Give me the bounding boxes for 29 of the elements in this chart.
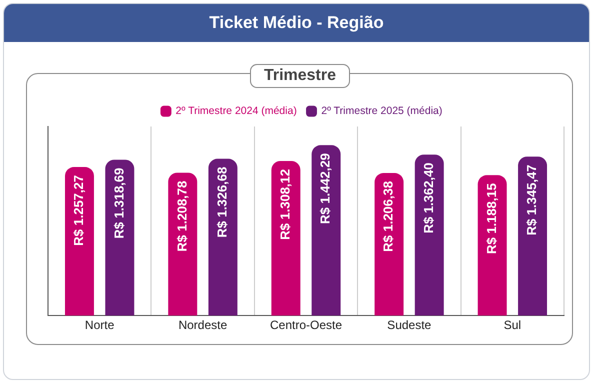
- bar: [478, 175, 507, 316]
- bar: [414, 154, 444, 316]
- x-tick-label: Nordeste: [178, 318, 228, 332]
- bar: [374, 173, 404, 316]
- bar: [518, 156, 548, 316]
- bar: [64, 167, 94, 316]
- data-label: R$ 1.308,12: [277, 168, 292, 240]
- x-tick-label: Centro-Oeste: [270, 318, 342, 332]
- data-label: R$ 1.345,47: [524, 164, 540, 236]
- data-label: R$ 1.206,38: [380, 181, 396, 252]
- data-label: R$ 1.362,40: [420, 162, 436, 234]
- data-label: R$ 1.257,27: [71, 175, 86, 246]
- legend-label: 2º Trimestre 2024 (média): [176, 105, 297, 118]
- bar: [271, 160, 300, 316]
- bar: [312, 145, 341, 316]
- data-label: R$ 1.188,15: [484, 183, 499, 254]
- bar: [208, 158, 238, 316]
- data-label: R$ 1.318,69: [111, 168, 126, 239]
- data-label: R$ 1.208,78: [174, 180, 190, 252]
- x-tick-label: Sul: [504, 318, 522, 332]
- data-label: R$ 1.442,29: [318, 153, 333, 224]
- bar: [105, 160, 134, 316]
- chart-title: Ticket Médio - Região: [4, 4, 589, 42]
- legend-label: 2º Trimestre 2025 (média): [321, 105, 442, 118]
- data-label: R$ 1.326,68: [214, 166, 230, 238]
- x-tick-label: Norte: [84, 318, 115, 332]
- chart-subtitle: Trimestre: [250, 64, 350, 88]
- x-tick-label: Sudeste: [387, 318, 432, 332]
- bar: [168, 172, 198, 316]
